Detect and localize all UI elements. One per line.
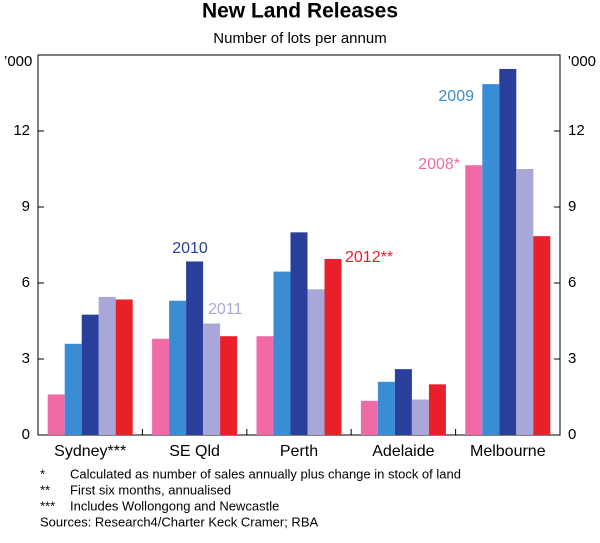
bar bbox=[499, 68, 517, 435]
bar bbox=[256, 336, 274, 435]
bar bbox=[307, 289, 325, 435]
note-text: First six months, annualised bbox=[70, 482, 231, 497]
bar bbox=[411, 399, 429, 435]
bar bbox=[47, 394, 65, 435]
y2-tick-label: 3 bbox=[568, 350, 576, 367]
x-tick-label: Perth bbox=[280, 443, 318, 460]
note-text: Calculated as number of sales annually p… bbox=[70, 466, 461, 481]
bar bbox=[203, 323, 221, 435]
bar bbox=[186, 261, 204, 435]
y-tick-label: 12 bbox=[13, 122, 30, 139]
bar bbox=[115, 299, 133, 435]
bar bbox=[273, 271, 291, 435]
bar bbox=[516, 169, 534, 435]
x-tick-label: Sydney*** bbox=[54, 443, 126, 460]
y2-tick-label: 12 bbox=[568, 122, 585, 139]
bar bbox=[377, 381, 395, 435]
note-marker: * bbox=[40, 466, 45, 481]
series-label: 2010 bbox=[172, 240, 208, 257]
bar bbox=[533, 236, 551, 435]
series-label: 2012** bbox=[345, 249, 393, 266]
x-tick-label: Melbourne bbox=[470, 443, 546, 460]
y-unit: ’000 bbox=[4, 53, 32, 70]
y-tick-label: 6 bbox=[22, 274, 30, 291]
y-tick-label: 0 bbox=[22, 426, 30, 443]
bar bbox=[482, 84, 500, 435]
bar bbox=[324, 258, 342, 435]
y-tick-label: 3 bbox=[22, 350, 30, 367]
note-marker: ** bbox=[40, 482, 50, 497]
source: Sources: Research4/Charter Keck Cramer; … bbox=[40, 514, 318, 529]
x-tick-label: Adelaide bbox=[372, 443, 434, 460]
y2-tick-label: 0 bbox=[568, 426, 576, 443]
y2-tick-label: 9 bbox=[568, 198, 576, 215]
bar bbox=[220, 336, 238, 435]
bar bbox=[64, 343, 82, 435]
chart-subtitle: Number of lots per annum bbox=[213, 30, 386, 47]
chart-title: New Land Releases bbox=[202, 0, 398, 23]
bar bbox=[98, 296, 116, 435]
note-marker: *** bbox=[40, 498, 55, 513]
bar bbox=[360, 400, 378, 435]
series-label: 2009 bbox=[438, 88, 474, 105]
bar bbox=[394, 369, 412, 435]
y2-tick-label: 6 bbox=[568, 274, 576, 291]
series-label: 2008* bbox=[418, 156, 460, 173]
bar bbox=[428, 384, 446, 435]
series-label: 2011 bbox=[208, 301, 243, 318]
y-tick-label: 9 bbox=[22, 198, 30, 215]
y2-unit: ’000 bbox=[568, 53, 596, 70]
note-text: Includes Wollongong and Newcastle bbox=[70, 498, 279, 513]
bar bbox=[465, 165, 483, 435]
x-tick-label: SE Qld bbox=[169, 443, 220, 460]
bar bbox=[169, 300, 187, 435]
bar bbox=[81, 314, 99, 435]
bar bbox=[152, 338, 170, 435]
bar bbox=[290, 232, 308, 435]
